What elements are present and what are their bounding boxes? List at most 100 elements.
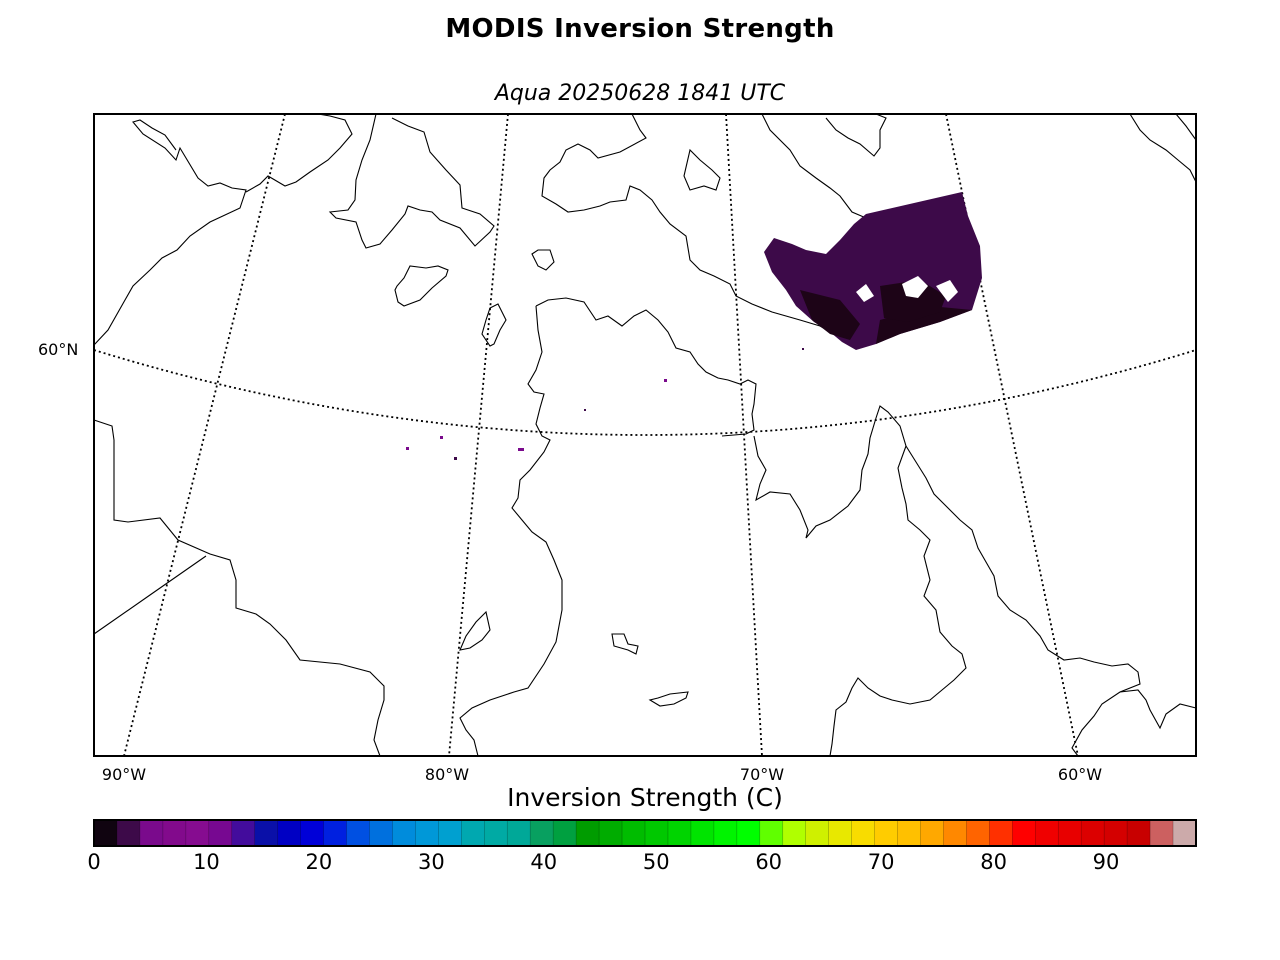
meridian-90w xyxy=(123,113,286,757)
lat-label-60n: 60°N xyxy=(38,340,79,359)
colorbar-cell xyxy=(851,820,876,846)
coastline-baffin-north-edge xyxy=(825,113,887,157)
colorbar-tick: 40 xyxy=(530,850,558,874)
coastline-nw-rim xyxy=(1129,113,1197,183)
colorbar-cell xyxy=(461,820,485,846)
swath-speck-4 xyxy=(518,448,524,451)
colorbar-cell xyxy=(897,820,922,846)
colorbar-tick: 60 xyxy=(755,850,783,874)
colorbar-tick: 0 xyxy=(87,850,101,874)
coastline-hudson-west xyxy=(93,419,385,757)
colorbar-cell xyxy=(507,820,531,846)
colorbar-cell xyxy=(1035,820,1059,846)
colorbar-cell xyxy=(415,820,439,846)
colorbar-label: Inversion Strength (C) xyxy=(507,783,783,812)
colorbar-cell xyxy=(667,820,692,846)
colorbar-cell xyxy=(1173,820,1197,846)
colorbar-cell xyxy=(622,820,646,846)
colorbar-cell xyxy=(943,820,968,846)
colorbar-cell xyxy=(553,820,577,846)
colorbar-cell xyxy=(920,820,945,846)
colorbar-tick: 20 xyxy=(305,850,333,874)
coastline-island-north-2 xyxy=(394,265,449,307)
meridian-70w xyxy=(725,113,763,757)
lon-label-90w: 90°W xyxy=(101,765,147,784)
coastline-island-hudson-2 xyxy=(611,633,639,655)
coastline-island-hudson-3 xyxy=(648,691,689,707)
chart-title: MODIS Inversion Strength xyxy=(445,14,835,44)
colorbar-cell xyxy=(94,820,118,846)
colorbar-cell xyxy=(231,820,256,846)
colorbar-cell xyxy=(1150,820,1174,846)
coastline-gulf xyxy=(1119,689,1197,730)
colorbar-cell xyxy=(713,820,738,846)
colorbar xyxy=(94,820,1197,846)
coastline-hudson-bay xyxy=(459,305,563,757)
colorbar-cell xyxy=(966,820,990,846)
colorbar-tick: 30 xyxy=(417,850,445,874)
chart-subtitle: Aqua 20250628 1841 UTC xyxy=(494,81,786,106)
swath-shading-1 xyxy=(800,290,860,340)
meridian-60w xyxy=(945,113,1079,757)
coastline-baffin-east xyxy=(761,113,881,221)
colorbar-cell xyxy=(185,820,210,846)
colorbar-cell xyxy=(1127,820,1151,846)
colorbar-cell xyxy=(254,820,279,846)
swath-speck-3 xyxy=(406,447,409,450)
swath-gap-2 xyxy=(936,280,958,302)
colorbar-cell xyxy=(736,820,761,846)
colorbar-cell xyxy=(690,820,715,846)
map-panel xyxy=(93,113,1197,757)
coastline-labrador xyxy=(753,405,1141,757)
colorbar-cell xyxy=(277,820,302,846)
coastline-northwest xyxy=(93,119,247,346)
swath-speck-6 xyxy=(584,409,586,411)
colorbar-cell xyxy=(645,820,669,846)
colorbar-cell xyxy=(1012,820,1036,846)
coastline-island-north-4 xyxy=(531,249,555,271)
colorbar-tick: 90 xyxy=(1092,850,1120,874)
coastlines xyxy=(93,113,1197,757)
colorbar-cell xyxy=(162,820,187,846)
colorbar-cell xyxy=(805,820,830,846)
colorbar-tick: 80 xyxy=(980,850,1007,874)
colorbar-cell xyxy=(208,820,233,846)
lon-label-60w: 60°W xyxy=(1057,765,1103,784)
colorbar-cell xyxy=(599,820,623,846)
coastline-island-baffin-small xyxy=(683,148,721,191)
coastline-island-hudson-1 xyxy=(459,610,491,651)
swath-speck-7 xyxy=(802,348,804,350)
colorbar-cell xyxy=(1104,820,1128,846)
colorbar-cell xyxy=(300,820,325,846)
lon-label-80w: 80°W xyxy=(424,765,470,784)
swath-speck-2 xyxy=(440,436,443,439)
graticule xyxy=(93,113,1197,757)
colorbar-tick: 50 xyxy=(642,850,670,874)
coastline-island-north-3 xyxy=(481,303,507,347)
colorbar-cell xyxy=(139,820,164,846)
colorbar-cell xyxy=(346,820,371,846)
swath-speck-1 xyxy=(664,379,667,382)
colorbar-frame xyxy=(93,819,1197,847)
colorbar-cell xyxy=(989,820,1013,846)
map-background xyxy=(94,114,1196,756)
swath-speck-5 xyxy=(454,457,457,460)
colorbar-cell xyxy=(1081,820,1105,846)
coastline-north-islands xyxy=(245,113,353,193)
coastline-ne-corner xyxy=(1175,113,1197,141)
colorbar-cell xyxy=(828,820,853,846)
lon-label-70w: 70°W xyxy=(739,765,785,784)
colorbar-cell xyxy=(438,820,462,846)
parallel-60n xyxy=(93,349,1197,436)
colorbar-cell xyxy=(1058,820,1082,846)
colorbar-tick: 70 xyxy=(867,850,895,874)
colorbar-cell xyxy=(782,820,807,846)
colorbar-cell xyxy=(530,820,554,846)
data-swath xyxy=(406,192,982,460)
coastline-island-north-1 xyxy=(328,113,495,249)
country-border xyxy=(93,555,207,635)
colorbar-cell xyxy=(874,820,899,846)
swath-shading-2 xyxy=(880,280,946,322)
map-frame xyxy=(93,113,1197,757)
colorbar-tick: 10 xyxy=(193,850,220,874)
